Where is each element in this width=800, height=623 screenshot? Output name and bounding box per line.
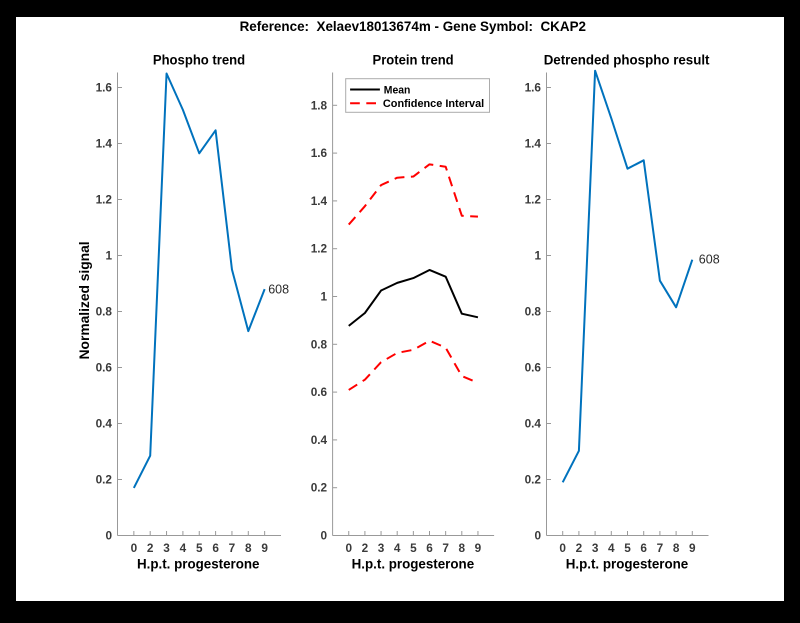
svg-text:1.8: 1.8 [311, 98, 328, 112]
svg-text:6: 6 [426, 541, 433, 555]
svg-text:0.6: 0.6 [311, 385, 328, 399]
svg-text:8: 8 [245, 541, 252, 555]
svg-text:2: 2 [147, 541, 154, 555]
svg-text:0.6: 0.6 [525, 361, 542, 375]
svg-text:4: 4 [394, 541, 401, 555]
svg-text:0: 0 [559, 541, 566, 555]
svg-text:7: 7 [229, 541, 236, 555]
svg-text:Protein trend: Protein trend [373, 53, 454, 68]
svg-text:6: 6 [640, 541, 647, 555]
svg-text:8: 8 [459, 541, 466, 555]
svg-text:0.6: 0.6 [96, 361, 113, 375]
svg-text:Reference: Xelaev18013674m -: Reference: Xelaev18013674m - Gene Symbol… [240, 18, 587, 34]
svg-text:3: 3 [163, 541, 170, 555]
svg-text:1.4: 1.4 [96, 137, 113, 151]
svg-text:Mean: Mean [384, 84, 411, 96]
svg-text:1.4: 1.4 [525, 137, 542, 151]
svg-text:1.4: 1.4 [311, 194, 328, 208]
svg-text:0.4: 0.4 [311, 433, 328, 447]
svg-text:H.p.t. progesterone: H.p.t. progesterone [137, 557, 260, 572]
svg-text:Detrended phospho result: Detrended phospho result [544, 53, 710, 68]
svg-text:H.p.t. progesterone: H.p.t. progesterone [566, 557, 689, 572]
svg-text:7: 7 [657, 541, 664, 555]
svg-text:H.p.t. progesterone: H.p.t. progesterone [352, 557, 475, 572]
svg-text:1.6: 1.6 [311, 146, 328, 160]
svg-text:Confidence Interval: Confidence Interval [383, 98, 484, 110]
svg-text:1: 1 [105, 249, 112, 263]
svg-text:5: 5 [410, 541, 417, 555]
svg-text:1.2: 1.2 [96, 193, 113, 207]
svg-text:0: 0 [105, 529, 112, 543]
svg-text:0.4: 0.4 [525, 417, 542, 431]
svg-text:9: 9 [261, 541, 268, 555]
svg-text:9: 9 [689, 541, 696, 555]
svg-text:8: 8 [673, 541, 680, 555]
svg-text:Phospho trend: Phospho trend [153, 53, 245, 68]
svg-text:0.2: 0.2 [96, 473, 113, 487]
svg-text:1.2: 1.2 [311, 242, 328, 256]
svg-text:1: 1 [534, 249, 541, 263]
svg-text:0: 0 [345, 541, 352, 555]
svg-text:0.2: 0.2 [311, 481, 328, 495]
svg-text:0.8: 0.8 [525, 305, 542, 319]
svg-text:6: 6 [212, 541, 219, 555]
svg-text:3: 3 [592, 541, 599, 555]
svg-text:0: 0 [534, 529, 541, 543]
svg-text:2: 2 [576, 541, 583, 555]
svg-text:4: 4 [180, 541, 187, 555]
svg-text:3: 3 [378, 541, 385, 555]
svg-text:7: 7 [442, 541, 449, 555]
svg-text:0: 0 [131, 541, 138, 555]
svg-text:1.6: 1.6 [525, 81, 542, 95]
svg-text:1.6: 1.6 [96, 81, 113, 95]
svg-text:2: 2 [362, 541, 369, 555]
svg-text:0: 0 [321, 529, 328, 543]
svg-text:608: 608 [268, 283, 289, 297]
svg-text:0.8: 0.8 [96, 305, 113, 319]
svg-text:9: 9 [475, 541, 482, 555]
svg-text:0.2: 0.2 [525, 473, 542, 487]
svg-text:Normalized signal: Normalized signal [77, 241, 92, 359]
svg-text:608: 608 [699, 252, 720, 266]
svg-text:0.4: 0.4 [96, 417, 113, 431]
svg-text:5: 5 [196, 541, 203, 555]
svg-text:4: 4 [608, 541, 615, 555]
svg-text:1.2: 1.2 [525, 193, 542, 207]
svg-text:5: 5 [624, 541, 631, 555]
svg-text:0.8: 0.8 [311, 337, 328, 351]
svg-text:1: 1 [321, 290, 328, 304]
